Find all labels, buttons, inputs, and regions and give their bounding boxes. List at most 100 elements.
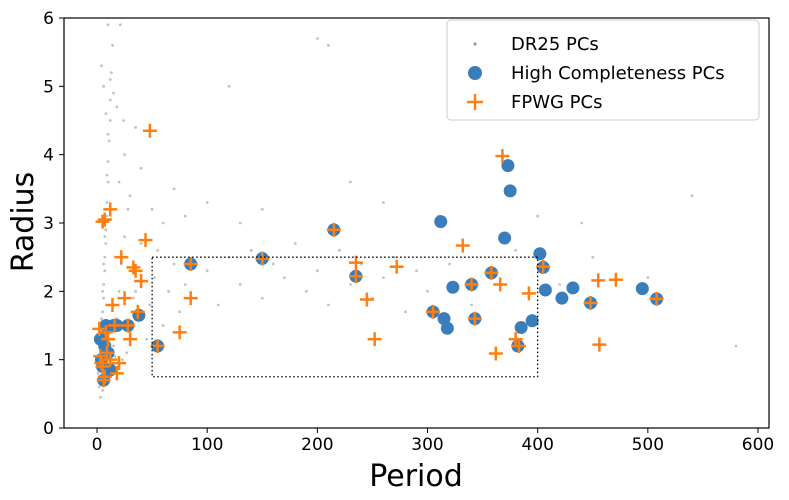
high-completeness-point xyxy=(503,184,517,198)
dr25-point xyxy=(126,207,130,211)
fpwg-point xyxy=(649,291,664,306)
legend-label-high-completeness: High Completeness PCs xyxy=(511,63,725,84)
fpwg-point xyxy=(426,304,441,319)
dr25-point xyxy=(102,262,106,266)
legend: DR25 PCs High Completeness PCs FPWG PCs xyxy=(446,19,760,121)
fpwg-point xyxy=(95,359,110,374)
x-tick-label: 200 xyxy=(301,435,333,455)
dr25-point xyxy=(134,289,138,293)
fpwg-point xyxy=(138,233,153,248)
dr25-point xyxy=(115,105,119,109)
dr25-point xyxy=(172,187,176,191)
fpwg-point xyxy=(348,255,363,270)
fpwg-point xyxy=(484,265,499,280)
dr25-point xyxy=(105,201,109,204)
x-tick-label: 300 xyxy=(411,435,443,455)
fpwg-point xyxy=(97,369,112,384)
fpwg-point xyxy=(99,345,114,360)
dr25-point xyxy=(123,153,126,157)
dr25-point xyxy=(128,194,132,198)
legend-frame xyxy=(446,19,760,121)
dr25-point xyxy=(591,255,595,259)
fpwg-point xyxy=(150,339,165,353)
x-axis-title: Period xyxy=(369,459,463,494)
fpwg-point xyxy=(536,259,551,274)
dr25-point xyxy=(580,221,584,225)
dr25-point xyxy=(107,139,111,143)
fpwg-point xyxy=(367,332,382,347)
fpwg-point xyxy=(98,325,113,340)
fpwg-point xyxy=(508,332,523,347)
fpwg-point xyxy=(101,332,116,347)
high-completeness-point xyxy=(498,231,512,245)
fpwg-point xyxy=(591,273,606,288)
dr25-point xyxy=(216,303,220,307)
dr25-point xyxy=(105,214,109,218)
fpwg-point xyxy=(348,269,363,284)
dr25-point xyxy=(161,221,165,225)
fpwg-point xyxy=(95,214,110,229)
dr25-point xyxy=(106,23,110,27)
high-completeness-point xyxy=(635,282,649,296)
dr25-point xyxy=(98,395,102,399)
dr25-point xyxy=(122,119,125,122)
dr25-point xyxy=(260,207,264,211)
high-completeness-point xyxy=(566,281,580,295)
high-completeness-point xyxy=(434,215,448,229)
dr25-point xyxy=(172,262,176,266)
fpwg-point xyxy=(183,291,198,306)
legend-label-dr25: DR25 PCs xyxy=(511,34,599,55)
dr25-point xyxy=(426,289,429,293)
dr25-point xyxy=(117,180,121,184)
dr25-point xyxy=(326,303,330,307)
dr25-point xyxy=(260,296,264,300)
fpwg-point xyxy=(521,286,536,301)
dr25-point xyxy=(156,248,160,252)
fpwg-point xyxy=(359,292,374,307)
dr25-point xyxy=(108,119,112,122)
dr25-point xyxy=(536,214,540,218)
dr25-point xyxy=(120,358,124,362)
dr25-point xyxy=(134,125,138,129)
high-completeness-point xyxy=(501,159,515,173)
fpwg-point xyxy=(467,311,482,326)
highlight-box xyxy=(151,256,539,378)
dr25-point xyxy=(167,289,171,293)
fpwg-point xyxy=(128,263,143,278)
dr25-point xyxy=(113,354,117,358)
dr25-point xyxy=(326,43,330,47)
dr25-point xyxy=(690,194,694,198)
dr25-point xyxy=(123,235,126,239)
dr25-point xyxy=(104,242,108,245)
dr25-point xyxy=(249,248,253,252)
dr25-point xyxy=(102,296,106,300)
dr25-point xyxy=(118,23,122,27)
high-completeness-point xyxy=(514,321,528,335)
dr25-point xyxy=(514,248,518,252)
dr25-point xyxy=(337,248,341,252)
high-completeness-point xyxy=(446,280,460,294)
dr25-point xyxy=(112,344,115,348)
x-tick-label: 0 xyxy=(92,435,103,455)
dr25-point xyxy=(131,296,135,300)
dr25-point xyxy=(470,303,473,307)
dr25-point xyxy=(97,385,101,389)
x-tick-label: 500 xyxy=(632,435,664,455)
dr25-point xyxy=(106,160,110,163)
dr25-point xyxy=(117,289,121,293)
fpwg-point xyxy=(608,272,623,287)
dr25-point xyxy=(382,276,385,280)
dr25-point xyxy=(111,43,114,47)
dr25-point xyxy=(145,337,149,341)
data-points xyxy=(92,23,738,399)
fpwg-point xyxy=(183,257,198,271)
dr25-point xyxy=(150,207,154,211)
legend-marker-dr25 xyxy=(473,42,477,46)
fpwg-point xyxy=(107,318,122,333)
dr25-point xyxy=(205,201,209,204)
dr25-point xyxy=(382,201,385,204)
fpwg-point xyxy=(105,298,120,312)
dr25-point xyxy=(104,112,108,116)
dr25-point xyxy=(227,84,231,88)
